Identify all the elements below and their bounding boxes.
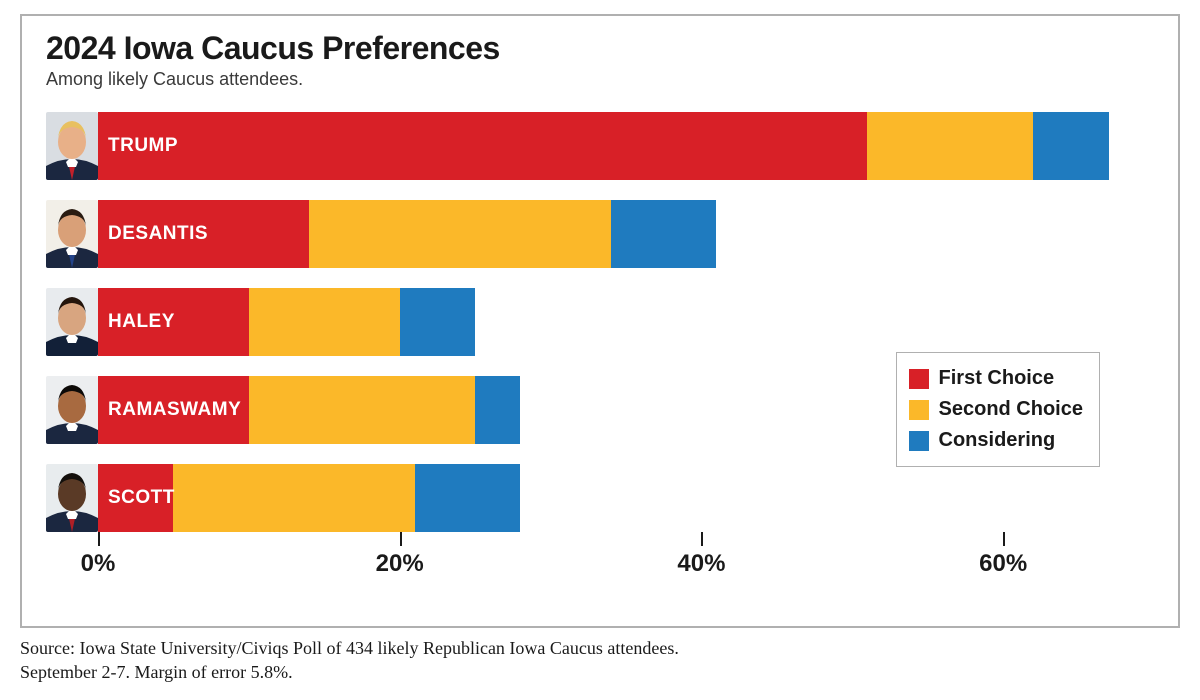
bar-stack: [98, 112, 1109, 180]
candidate-name-label: TRUMP: [108, 135, 178, 157]
candidate-avatar: [46, 376, 98, 444]
legend-label: Considering: [939, 429, 1056, 452]
bar-segment-considering: [415, 464, 521, 532]
legend: First Choice Second Choice Considering: [896, 352, 1100, 467]
legend-label: Second Choice: [939, 398, 1083, 421]
bar-track: SCOTT: [98, 464, 1154, 532]
bar-row: DESANTIS: [46, 200, 1154, 268]
bar-segment-considering: [400, 288, 475, 356]
bar-segment-second-choice: [249, 288, 400, 356]
swatch-first-choice: [909, 369, 929, 389]
candidate-name-label: DESANTIS: [108, 223, 208, 245]
chart-title: 2024 Iowa Caucus Preferences: [46, 30, 1154, 67]
bar-track: HALEY: [98, 288, 1154, 356]
bar-track: TRUMP: [98, 112, 1154, 180]
axis-tick: [400, 532, 402, 546]
axis-tick-label: 60%: [979, 550, 1027, 578]
legend-item-second-choice: Second Choice: [909, 394, 1083, 425]
axis-tick-label: 0%: [81, 550, 116, 578]
footer-source: Source: Iowa State University/Civiqs Pol…: [20, 636, 679, 685]
plot-area: TRUMP DESANTIS HALEY RAMASWAMY SCOTT Fir…: [46, 112, 1154, 572]
bar-segment-considering: [1033, 112, 1108, 180]
legend-item-considering: Considering: [909, 425, 1083, 456]
candidate-avatar: [46, 288, 98, 356]
bar-row: HALEY: [46, 288, 1154, 356]
bar-segment-second-choice: [309, 200, 611, 268]
bar-segment-second-choice: [867, 112, 1033, 180]
candidate-avatar: [46, 200, 98, 268]
axis-tick: [98, 532, 100, 546]
x-axis: 0%20%40%60%: [98, 532, 1154, 572]
bar-segment-considering: [611, 200, 717, 268]
swatch-considering: [909, 431, 929, 451]
legend-label: First Choice: [939, 367, 1055, 390]
chart-frame: 2024 Iowa Caucus Preferences Among likel…: [20, 14, 1180, 628]
candidate-name-label: SCOTT: [108, 487, 175, 509]
bar-row: TRUMP: [46, 112, 1154, 180]
axis-tick-label: 20%: [376, 550, 424, 578]
axis-tick: [701, 532, 703, 546]
candidate-avatar: [46, 464, 98, 532]
axis-tick: [1003, 532, 1005, 546]
bar-row: SCOTT: [46, 464, 1154, 532]
candidate-avatar: [46, 112, 98, 180]
bar-segment-second-choice: [173, 464, 414, 532]
swatch-second-choice: [909, 400, 929, 420]
bar-segment-first-choice: [98, 112, 867, 180]
bar-track: DESANTIS: [98, 200, 1154, 268]
candidate-name-label: RAMASWAMY: [108, 399, 241, 421]
bar-segment-second-choice: [249, 376, 475, 444]
chart-subtitle: Among likely Caucus attendees.: [46, 69, 1154, 90]
footer-line-1: Source: Iowa State University/Civiqs Pol…: [20, 636, 679, 660]
footer-line-2: September 2-7. Margin of error 5.8%.: [20, 660, 679, 684]
candidate-name-label: HALEY: [108, 311, 175, 333]
axis-tick-label: 40%: [677, 550, 725, 578]
legend-item-first-choice: First Choice: [909, 363, 1083, 394]
bar-rows-container: TRUMP DESANTIS HALEY RAMASWAMY SCOTT: [46, 112, 1154, 532]
bar-segment-considering: [475, 376, 520, 444]
